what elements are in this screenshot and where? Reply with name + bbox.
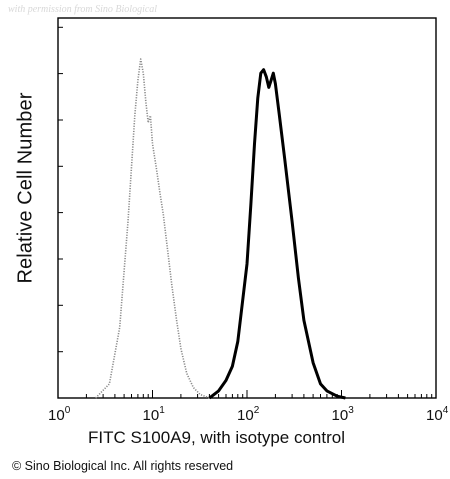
x-tick-label: 103 bbox=[332, 405, 355, 424]
x-tick-label: 102 bbox=[237, 405, 260, 424]
watermark: with permission from Sino Biological bbox=[8, 4, 158, 15]
histogram-curves bbox=[95, 58, 346, 400]
x-tick-label: 100 bbox=[48, 405, 71, 424]
x-tick-label: 104 bbox=[426, 405, 449, 424]
y-axis-title: Relative Cell Number bbox=[14, 92, 37, 284]
x-axis-title: FITC S100A9, with isotype control bbox=[88, 428, 346, 447]
x-axis-ticks bbox=[57, 390, 437, 398]
y-axis-ticks bbox=[58, 26, 63, 353]
sample-curve bbox=[208, 68, 346, 400]
isotype-control-curve bbox=[95, 58, 210, 399]
x-axis-tick-labels: 100 101 102 103 104 bbox=[48, 405, 449, 424]
plot-frame bbox=[57, 17, 437, 399]
copyright-notice: © Sino Biological Inc. All rights reserv… bbox=[12, 459, 234, 473]
x-tick-label: 101 bbox=[143, 405, 166, 424]
